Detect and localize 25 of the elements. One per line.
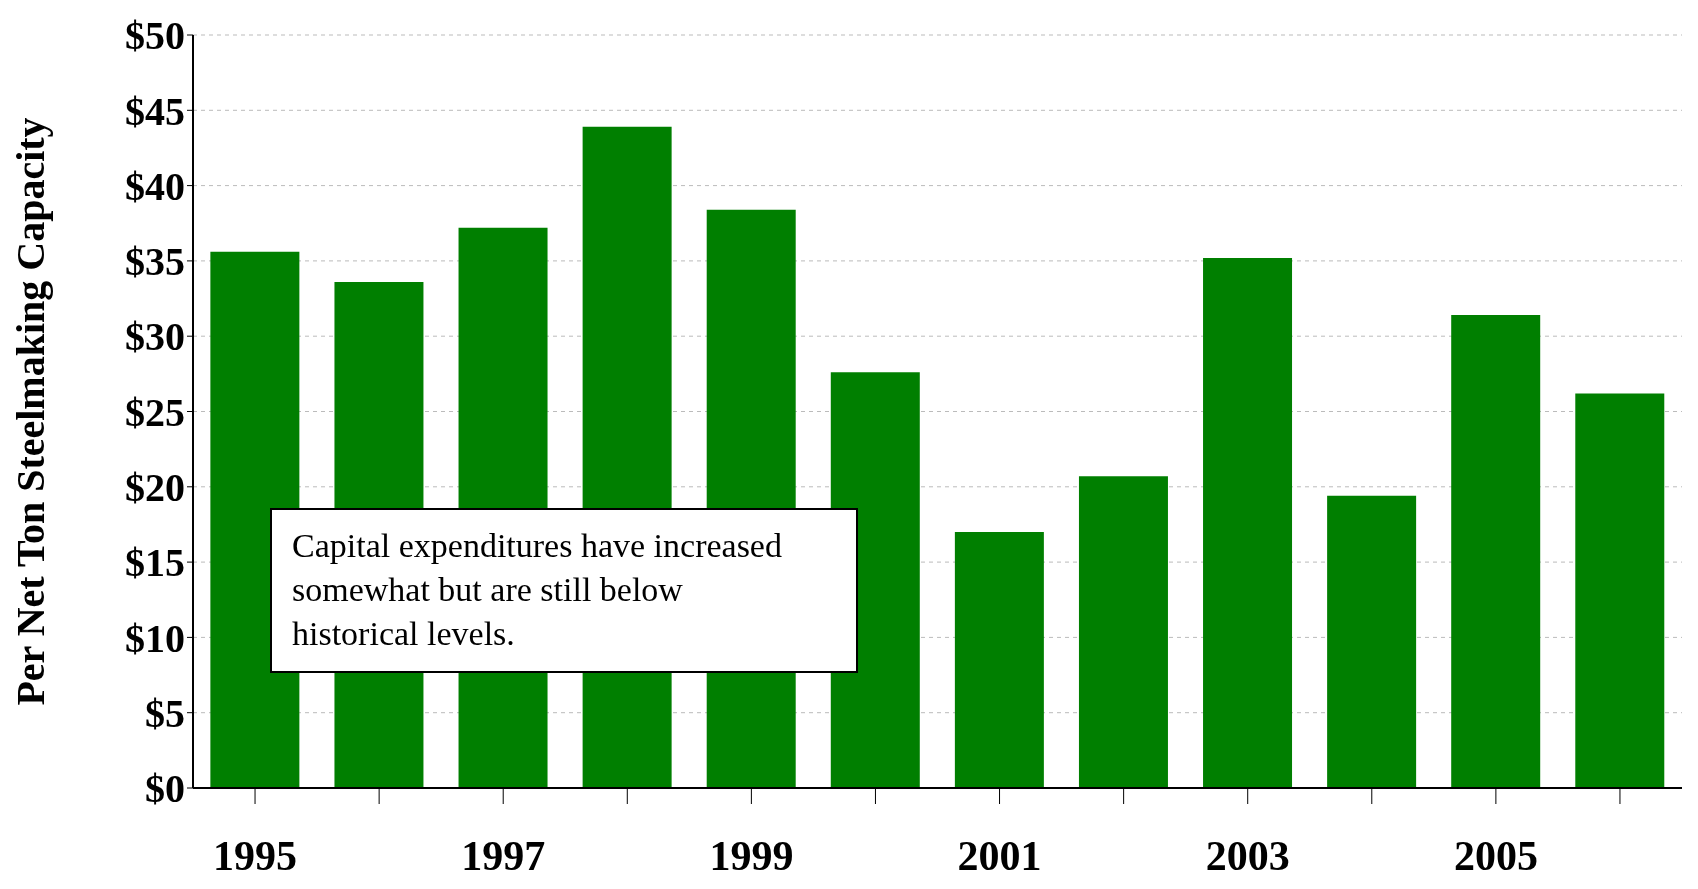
- x-tick-label: 2003: [1205, 832, 1290, 879]
- y-tick-label: $5: [145, 690, 185, 736]
- y-tick-label: $30: [125, 314, 185, 360]
- x-tick-label: 1995: [213, 832, 298, 879]
- bar: [1327, 495, 1417, 788]
- y-tick-label: $0: [145, 766, 185, 812]
- y-tick-label: $50: [125, 13, 185, 59]
- note-box: Capital expenditures have increased somewhat but are still below historical levels.: [270, 508, 858, 673]
- y-tick-label: $15: [125, 540, 185, 586]
- bar: [1451, 315, 1541, 788]
- y-axis-title: Per Net Ton Steelmaking Capacity: [8, 117, 54, 706]
- y-tick-label: $25: [125, 389, 185, 435]
- x-tick-label: 2005: [1453, 832, 1538, 879]
- y-tick-label: $10: [125, 615, 185, 661]
- bar: [954, 531, 1044, 788]
- x-tick-label: 2001: [957, 832, 1042, 879]
- bar: [1575, 393, 1665, 788]
- y-tick-label: $20: [125, 465, 185, 510]
- x-tick-label: 1997: [461, 832, 546, 879]
- x-tick-label: 1999: [709, 832, 794, 879]
- y-tick-label: $35: [125, 239, 185, 285]
- y-tick-label: $40: [125, 163, 185, 209]
- bar: [1078, 476, 1168, 788]
- bar: [1203, 257, 1293, 788]
- y-tick-label: $45: [125, 88, 185, 134]
